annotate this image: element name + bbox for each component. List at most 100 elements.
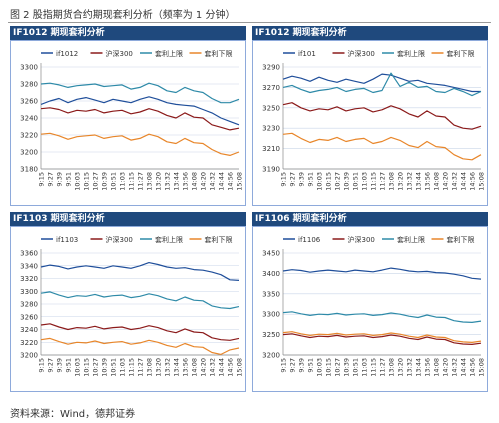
series-line	[40, 291, 240, 310]
y-tick-label: 3300	[20, 288, 38, 296]
y-tick-label: 3220	[20, 132, 38, 140]
x-tick-label: 9:51	[307, 358, 315, 373]
legend-label: 套利上限	[155, 49, 183, 58]
series-line	[40, 132, 240, 156]
x-tick-label: 11:15	[128, 172, 136, 191]
legend-label: 套利上限	[397, 49, 425, 58]
x-tick-label: 13:56	[424, 358, 432, 377]
x-tick-label: 13:44	[173, 358, 181, 377]
x-tick-label: 13:32	[406, 172, 414, 191]
y-tick-label: 3290	[262, 64, 280, 72]
x-tick-label: 14:08	[433, 358, 441, 377]
title-rule	[8, 22, 491, 23]
x-tick-label: 9:39	[56, 172, 64, 187]
x-tick-label: 10:27	[334, 172, 342, 191]
line-chart: if1103 沪深300 套利上限 套利下限 3200 3220 3240 3260 3280 3…	[20, 235, 244, 377]
x-tick-label: 14:44	[460, 358, 468, 377]
series-line	[282, 102, 482, 130]
x-tick-label: 14:56	[227, 358, 235, 377]
x-tick-label: 9:27	[289, 358, 297, 373]
x-tick-label: 10:39	[101, 358, 109, 377]
legend-label: 套利下限	[205, 235, 233, 244]
x-tick-label: 13:20	[155, 358, 163, 377]
y-tick-label: 3240	[20, 326, 38, 334]
x-tick-label: 14:08	[191, 358, 199, 377]
line-chart: if1106 沪深300 套利上限 套利下限 3200 3250 3300 3350 3400 3…	[262, 235, 486, 377]
x-tick-label: 10:39	[343, 172, 351, 191]
x-tick-label: 10:51	[352, 358, 360, 377]
y-tick-label: 3320	[20, 275, 38, 283]
x-tick-label: 14:44	[218, 172, 226, 191]
legend-label: if1106	[298, 236, 321, 244]
chart-title: IF1103 期现套利分析	[10, 212, 246, 226]
x-tick-label: 13:56	[182, 172, 190, 191]
x-tick-label: 14:32	[209, 358, 217, 377]
series-line	[282, 331, 482, 343]
chart-body: if1103 沪深300 套利上限 套利下限 3200 3220 3240 3260 3280 3…	[10, 226, 246, 392]
series-line	[282, 132, 482, 161]
y-tick-label: 3400	[262, 270, 280, 278]
y-tick-label: 3270	[262, 84, 280, 92]
x-tick-label: 9:15	[38, 358, 46, 373]
series-line	[40, 262, 240, 281]
x-tick-label: 14:20	[200, 358, 208, 377]
legend-label: if101	[298, 50, 316, 58]
legend-label: 套利上限	[155, 235, 183, 244]
x-tick-label: 9:15	[280, 172, 288, 187]
x-tick-label: 10:03	[316, 172, 324, 191]
x-tick-label: 10:51	[110, 358, 118, 377]
x-tick-label: 14:32	[451, 172, 459, 191]
chart-panel-3: IF1106 期现套利分析 if1106 沪深300 套利上限 套利下限 3200 325…	[252, 212, 488, 392]
x-tick-label: 10:27	[92, 172, 100, 191]
x-tick-label: 14:32	[209, 172, 217, 191]
x-tick-label: 13:32	[164, 358, 172, 377]
y-tick-label: 3350	[262, 290, 280, 298]
x-tick-label: 13:08	[388, 358, 396, 377]
legend-label: 套利下限	[447, 49, 475, 58]
x-tick-label: 13:32	[406, 358, 414, 377]
series-line	[282, 72, 482, 97]
series-line	[40, 82, 240, 104]
x-tick-label: 9:39	[56, 358, 64, 373]
x-tick-label: 10:03	[74, 358, 82, 377]
x-tick-label: 14:08	[433, 172, 441, 191]
chart-body: if1012 沪深300 套利上限 套利下限 3180 3200 3220 3240 3260 3…	[10, 40, 246, 206]
x-tick-label: 15:08	[478, 358, 486, 377]
x-tick-label: 9:51	[65, 172, 73, 187]
chart-title: IF1106 期现套利分析	[252, 212, 488, 226]
x-tick-label: 15:08	[236, 358, 244, 377]
legend-label: 套利下限	[447, 235, 475, 244]
x-tick-label: 10:15	[325, 172, 333, 191]
x-tick-label: 11:03	[119, 172, 127, 191]
x-tick-label: 14:32	[451, 358, 459, 377]
y-tick-label: 3250	[262, 331, 280, 339]
x-tick-label: 10:15	[325, 358, 333, 377]
series-line	[40, 107, 240, 131]
chart-panel-2: IF1103 期现套利分析 if1103 沪深300 套利上限 套利下限 3200 322…	[10, 212, 246, 392]
y-tick-label: 3200	[262, 352, 280, 360]
chart-title: IF1012 期现套利分析	[252, 26, 488, 40]
y-tick-label: 3200	[20, 352, 38, 360]
x-tick-label: 9:51	[65, 358, 73, 373]
y-tick-label: 3230	[262, 125, 280, 133]
legend-label: 沪深300	[106, 49, 133, 58]
y-tick-label: 3240	[20, 115, 38, 123]
x-tick-label: 10:27	[92, 358, 100, 377]
line-chart: if1012 沪深300 套利上限 套利下限 3180 3200 3220 3240 3260 3…	[20, 49, 243, 191]
y-tick-label: 3340	[20, 262, 38, 270]
x-tick-label: 10:15	[83, 358, 91, 377]
series-line	[282, 333, 482, 345]
x-tick-label: 13:56	[182, 358, 190, 377]
x-tick-label: 13:56	[424, 172, 432, 191]
x-tick-label: 11:03	[119, 358, 127, 377]
legend-label: 沪深300	[106, 235, 133, 244]
y-tick-label: 3200	[20, 149, 38, 157]
source-note: 资料来源：Wind，德邦证券	[10, 409, 136, 420]
x-tick-label: 11:15	[370, 358, 378, 377]
x-tick-label: 11:27	[137, 358, 145, 377]
x-tick-label: 14:20	[442, 358, 450, 377]
x-tick-label: 14:44	[218, 358, 226, 377]
x-tick-label: 9:39	[298, 358, 306, 373]
x-tick-label: 9:15	[38, 172, 46, 187]
legend-label: 沪深300	[348, 235, 375, 244]
